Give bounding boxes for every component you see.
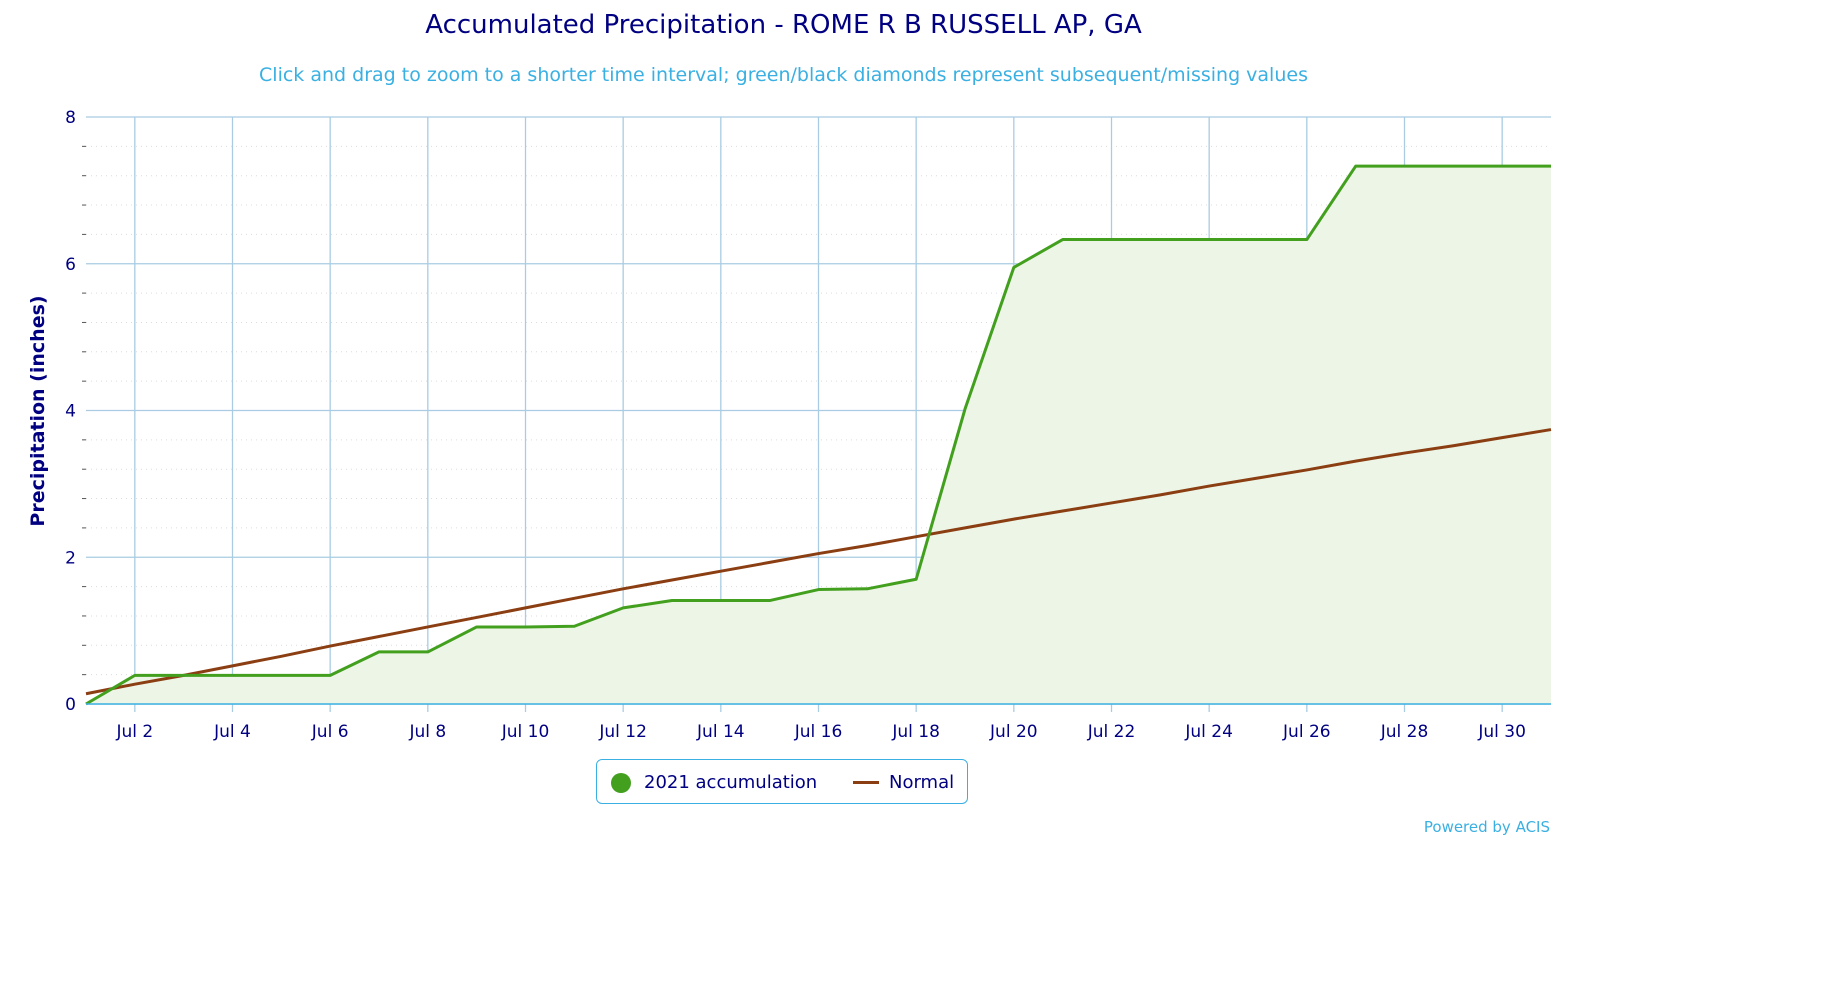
legend-label-2021-accumulation: 2021 accumulation bbox=[644, 772, 818, 793]
y-axis-title: Precipitation (inches) bbox=[27, 295, 49, 526]
x-tick-label: Jul 2 bbox=[115, 722, 153, 742]
series-line-layer bbox=[85, 164, 1552, 706]
x-tick-label: Jul 20 bbox=[989, 722, 1038, 742]
accumulation-area-layer bbox=[86, 166, 1551, 704]
legend-line-icon bbox=[853, 781, 879, 784]
chart-subtitle: Click and drag to zoom to a shorter time… bbox=[259, 64, 1308, 86]
axes: 0 2 4 6 8 Jul 2 Jul 4 Jul 6 Jul 8 Jul 10 Jul 12 Jul… bbox=[65, 108, 1551, 742]
y-tick-label: 8 bbox=[65, 108, 76, 128]
x-tick-label: Jul 24 bbox=[1184, 722, 1233, 742]
x-tick-label: Jul 4 bbox=[213, 722, 251, 742]
normal-series-line bbox=[85, 428, 1552, 696]
x-tick-label: Jul 12 bbox=[598, 722, 647, 742]
legend-label-normal: Normal bbox=[889, 772, 955, 793]
x-tick-label: Jul 6 bbox=[311, 722, 349, 742]
x-tick-label: Jul 30 bbox=[1477, 722, 1526, 742]
legend-item-2021-accumulation[interactable]: 2021 accumulation bbox=[611, 760, 817, 805]
accumulation-area bbox=[86, 166, 1551, 704]
legend: 2021 accumulation Normal bbox=[596, 759, 968, 804]
x-tick-label: Jul 18 bbox=[891, 722, 940, 742]
x-tick-label: Jul 10 bbox=[501, 722, 550, 742]
legend-dot-icon bbox=[611, 772, 631, 793]
x-tick-label: Jul 16 bbox=[794, 722, 843, 742]
legend-item-normal[interactable]: Normal bbox=[853, 760, 954, 805]
y-tick-label: 4 bbox=[65, 402, 76, 422]
y-tick-label: 0 bbox=[65, 695, 76, 715]
chart-title: Accumulated Precipitation - ROME R B RUS… bbox=[425, 10, 1142, 40]
x-tick-label: Jul 22 bbox=[1087, 722, 1136, 742]
x-tick-label: Jul 26 bbox=[1282, 722, 1331, 742]
x-tick-label: Jul 14 bbox=[696, 722, 745, 742]
x-tick-label: Jul 28 bbox=[1380, 722, 1429, 742]
x-tick-label: Jul 8 bbox=[408, 722, 446, 742]
y-tick-label: 6 bbox=[65, 255, 76, 275]
powered-by-credit[interactable]: Powered by ACIS bbox=[1423, 818, 1550, 836]
accumulation-series-line bbox=[85, 164, 1551, 706]
y-tick-label: 2 bbox=[65, 548, 76, 568]
